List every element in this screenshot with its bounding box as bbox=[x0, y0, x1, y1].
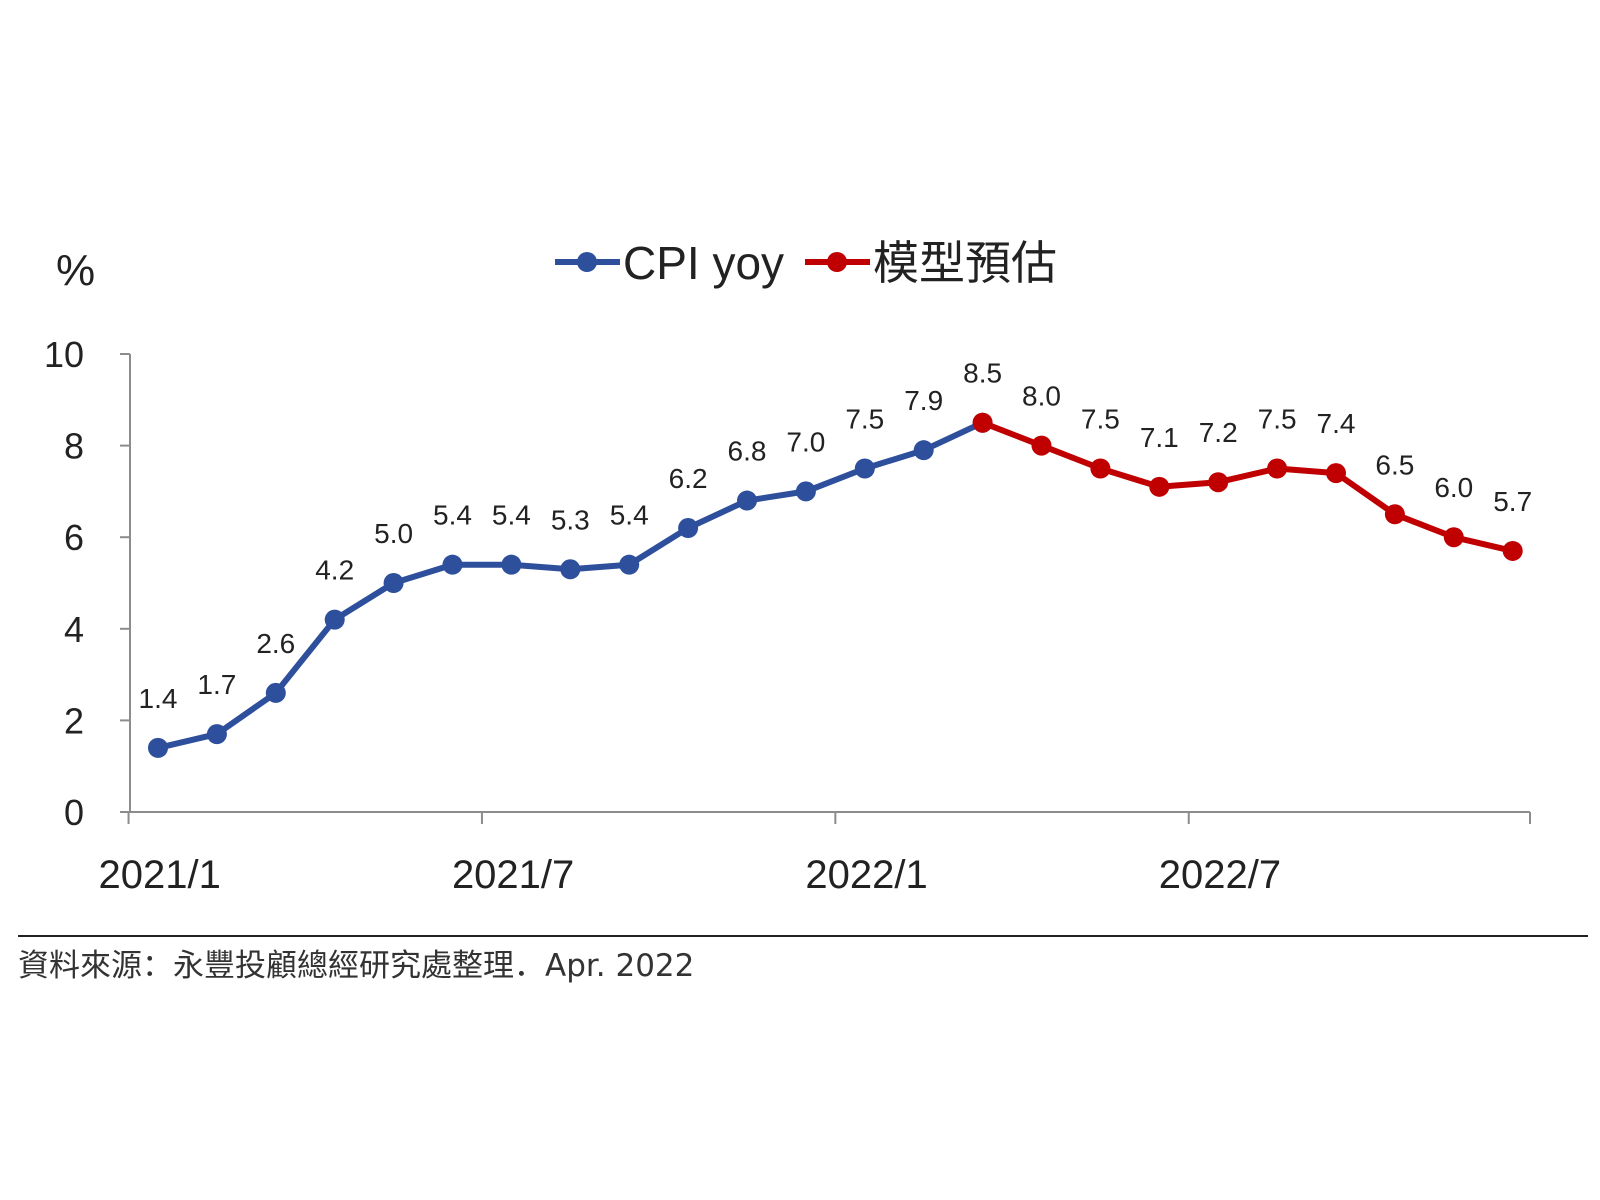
data-label: 8.0 bbox=[1022, 381, 1061, 412]
series-layer: 1.4 1.7 2.6 4.2 5.0 5.4 5.4 5.3 5.4 6.2 6.8 7.0 7.5 7… bbox=[139, 358, 1532, 758]
data-label: 6.2 bbox=[669, 463, 708, 494]
data-point bbox=[383, 573, 404, 593]
data-point bbox=[265, 682, 286, 703]
data-point bbox=[913, 440, 934, 461]
data-label: 7.1 bbox=[1140, 422, 1179, 453]
data-point bbox=[972, 412, 993, 433]
data-point bbox=[1090, 458, 1111, 479]
y-tick-label: 6 bbox=[64, 517, 84, 558]
x-axis-ticks: 2021/1 2021/7 2022/1 2022/7 bbox=[99, 812, 1531, 897]
data-point bbox=[1149, 476, 1170, 497]
data-label: 5.7 bbox=[1493, 486, 1532, 517]
data-point bbox=[324, 609, 345, 630]
data-point bbox=[678, 518, 699, 539]
data-point bbox=[1267, 458, 1288, 479]
data-point bbox=[1502, 540, 1523, 561]
x-tick-label: 2021/7 bbox=[452, 853, 574, 897]
data-label: 4.2 bbox=[315, 555, 354, 586]
data-point bbox=[1031, 435, 1052, 456]
data-point bbox=[795, 481, 816, 502]
y-tick-label: 0 bbox=[64, 792, 84, 833]
data-label: 7.5 bbox=[1081, 404, 1120, 435]
data-label: 7.5 bbox=[1258, 404, 1297, 435]
data-point bbox=[501, 554, 522, 575]
data-label: 1.7 bbox=[197, 669, 236, 700]
data-label: 7.2 bbox=[1199, 417, 1238, 448]
data-point bbox=[148, 737, 168, 758]
data-point bbox=[1326, 463, 1346, 484]
y-tick-label: 4 bbox=[64, 609, 84, 650]
legend-item-cpi: CPI yoy bbox=[555, 237, 784, 289]
legend: CPI yoy 模型預估 bbox=[555, 237, 1057, 289]
series-line bbox=[981, 419, 1514, 554]
data-point bbox=[560, 559, 581, 580]
data-point bbox=[854, 458, 875, 479]
y-unit-label: % bbox=[56, 246, 95, 295]
data-label: 7.5 bbox=[845, 404, 884, 435]
data-point bbox=[442, 554, 463, 575]
data-label: 7.4 bbox=[1317, 408, 1356, 439]
data-label: 8.5 bbox=[963, 358, 1002, 389]
y-axis-ticks: 0 2 4 6 8 10 bbox=[44, 334, 130, 833]
data-point bbox=[1384, 504, 1405, 525]
series-cpi-yoy: 1.4 1.7 2.6 4.2 5.0 5.4 5.4 5.3 5.4 6.2 6.8 7.0 7.5 7… bbox=[139, 385, 993, 758]
source-divider bbox=[18, 935, 1588, 937]
data-label: 6.8 bbox=[728, 436, 767, 467]
legend-label-cpi: CPI yoy bbox=[623, 237, 784, 289]
data-label: 6.0 bbox=[1434, 472, 1473, 503]
data-label: 7.0 bbox=[786, 426, 825, 457]
data-point bbox=[1443, 527, 1464, 548]
data-point bbox=[619, 554, 640, 575]
data-label: 5.4 bbox=[433, 500, 472, 531]
data-label: 5.3 bbox=[551, 504, 590, 535]
data-label: 5.4 bbox=[492, 500, 531, 531]
y-tick-label: 10 bbox=[44, 334, 84, 375]
axes bbox=[129, 354, 1530, 813]
data-label: 7.9 bbox=[904, 385, 943, 416]
data-label: 6.5 bbox=[1375, 449, 1414, 480]
legend-item-forecast: 模型預估 bbox=[805, 237, 1057, 289]
x-tick-label: 2022/7 bbox=[1159, 853, 1281, 897]
data-point bbox=[206, 724, 227, 745]
source-note: 資料來源：永豐投顧總經研究處整理．Apr. 2022 bbox=[18, 948, 695, 984]
x-tick-label: 2022/1 bbox=[805, 853, 927, 897]
x-tick-label: 2021/1 bbox=[99, 853, 221, 897]
data-point bbox=[737, 490, 757, 511]
data-point bbox=[1208, 472, 1229, 493]
data-label: 5.0 bbox=[374, 518, 413, 549]
y-tick-label: 8 bbox=[64, 426, 84, 467]
legend-swatch-forecast-marker bbox=[827, 252, 847, 272]
data-label: 2.6 bbox=[256, 628, 295, 659]
y-tick-label: 2 bbox=[64, 700, 84, 741]
data-label: 1.4 bbox=[139, 683, 178, 714]
legend-swatch-cpi-marker bbox=[577, 252, 597, 272]
legend-label-forecast: 模型預估 bbox=[873, 237, 1057, 289]
series-model-forecast: 8.5 8.0 7.5 7.1 7.2 7.5 7.4 6.5 6.0 5.7 bbox=[963, 358, 1532, 561]
data-label: 5.4 bbox=[610, 500, 649, 531]
